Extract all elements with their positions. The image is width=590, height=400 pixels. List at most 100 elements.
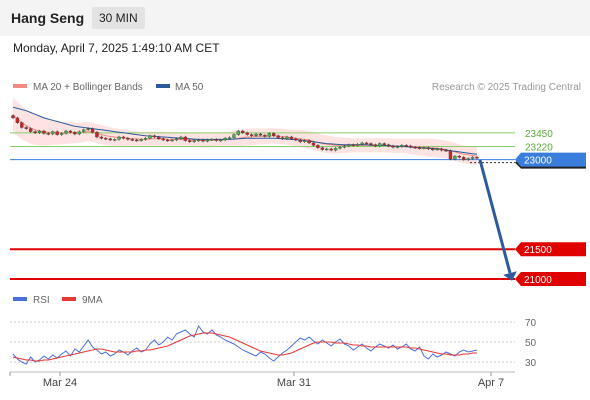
candle-body — [289, 136, 294, 139]
candle-body — [223, 138, 227, 141]
candle-body — [444, 149, 448, 152]
candle — [183, 135, 188, 142]
x-tick-label: Apr 7 — [478, 377, 504, 389]
candle-body — [15, 117, 20, 123]
candle — [453, 154, 457, 161]
credit-text: Research © 2025 Trading Central — [432, 82, 581, 93]
candle-body — [267, 133, 271, 137]
candle-body — [391, 145, 395, 148]
candle — [99, 135, 104, 140]
candle-body — [272, 133, 276, 136]
candle — [11, 114, 15, 120]
candle — [64, 129, 68, 135]
candle-body — [55, 131, 59, 135]
rsi-ma-legend-label: 9MA — [82, 295, 103, 306]
candle-body — [400, 145, 404, 147]
candle — [254, 132, 258, 137]
timeframe-button[interactable]: 30 MIN — [92, 7, 145, 29]
candle — [241, 129, 245, 135]
x-tick-label: Mar 31 — [277, 377, 311, 389]
rsi-tick-30: 30 — [525, 358, 537, 369]
forecast-arrow — [478, 159, 517, 281]
candle — [174, 137, 179, 142]
candle-body — [183, 136, 188, 141]
candle — [205, 138, 210, 143]
candle-body — [161, 138, 165, 141]
candle-body — [347, 144, 351, 147]
candle — [249, 133, 254, 137]
rsi-legend-swatch — [13, 297, 27, 301]
candle — [435, 147, 439, 151]
candle-body — [338, 146, 342, 149]
level-label-23450: 23450 — [525, 129, 553, 140]
candle-body — [20, 122, 24, 128]
candle-body — [165, 139, 170, 142]
candle — [196, 138, 201, 142]
candle-body — [342, 145, 347, 148]
x-axis: Mar 24 Mar 31 Apr 7 — [9, 371, 515, 389]
candle — [227, 136, 232, 140]
candle-body — [51, 131, 55, 135]
candle-body — [236, 130, 241, 135]
candle — [422, 146, 426, 150]
candle-body — [302, 140, 307, 142]
x-tick-label: Mar 24 — [43, 377, 77, 389]
ma50-legend-label: MA 50 — [175, 82, 204, 93]
price-legend: MA 20 + Bollinger Bands MA 50 — [13, 82, 204, 93]
candle-body — [219, 139, 223, 142]
candle — [126, 137, 130, 141]
candle — [135, 138, 139, 142]
candle-body — [351, 144, 355, 146]
candle-body — [126, 138, 130, 140]
candle — [373, 143, 378, 148]
candle-body — [170, 139, 174, 142]
candle — [386, 143, 391, 148]
candle-body — [37, 130, 42, 133]
current-price-tag — [515, 152, 586, 167]
rsi-legend: RSI 9MA — [13, 295, 103, 306]
candle-body — [360, 142, 364, 145]
candle-body — [466, 158, 470, 160]
candle-body — [382, 143, 386, 145]
candle-body — [245, 132, 249, 135]
candle — [210, 138, 214, 142]
candle — [298, 138, 302, 143]
candle-body — [356, 144, 360, 146]
candle — [338, 145, 342, 150]
candle-body — [112, 139, 117, 141]
candle-body — [395, 146, 400, 148]
candle-body — [386, 144, 391, 147]
candle — [409, 144, 413, 149]
candle-body — [333, 148, 338, 151]
candle — [214, 138, 218, 142]
candle — [307, 139, 311, 145]
candle — [68, 129, 73, 134]
level-label-21000: 21000 — [524, 275, 552, 286]
ma50-line — [12, 106, 478, 155]
candle — [108, 137, 112, 142]
candle-body — [470, 157, 475, 159]
candle — [325, 147, 329, 151]
candle — [152, 134, 157, 139]
level-label-23220: 23220 — [525, 143, 553, 154]
candle-body — [373, 144, 378, 147]
candle — [347, 143, 351, 148]
candle-body — [307, 140, 311, 144]
candle — [236, 129, 241, 136]
candle — [400, 144, 404, 148]
candlesticks — [11, 114, 479, 161]
candle-body — [422, 147, 426, 149]
rsi-ma-line — [12, 332, 477, 362]
candle — [37, 129, 42, 135]
candle-body — [68, 130, 73, 133]
candle-body — [214, 139, 218, 141]
candle-body — [448, 150, 453, 160]
candle — [112, 138, 117, 142]
bollinger-legend-swatch — [13, 84, 27, 88]
candle — [15, 116, 20, 124]
candle — [448, 149, 453, 161]
candle-body — [462, 157, 466, 160]
candle — [86, 127, 90, 132]
